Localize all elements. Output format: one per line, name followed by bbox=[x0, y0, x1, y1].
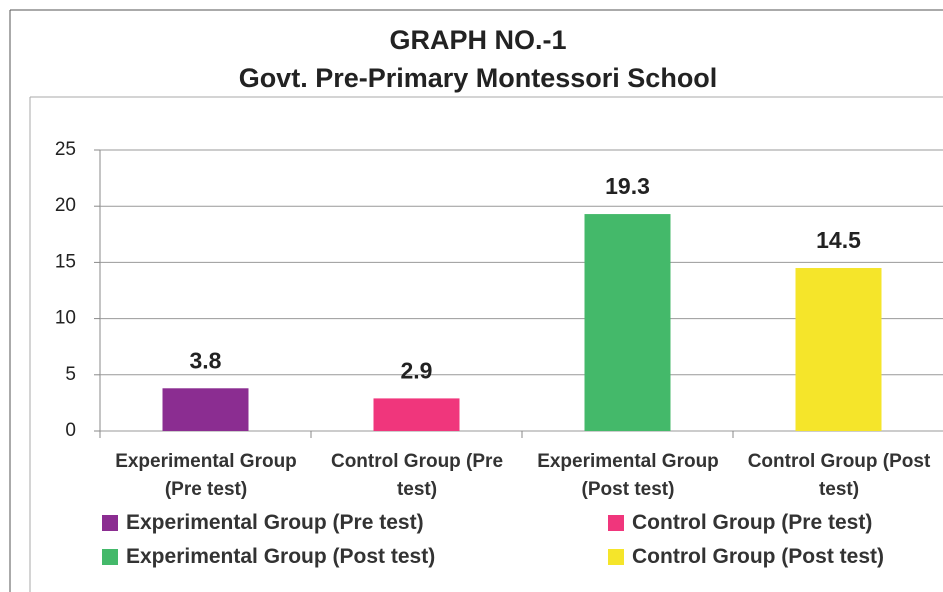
data-label: 19.3 bbox=[605, 173, 650, 199]
legend-label: Control Group (Post test) bbox=[632, 545, 884, 568]
legend-item: Experimental Group (Pre test) bbox=[102, 511, 582, 535]
legend-swatch bbox=[608, 549, 624, 565]
legend-label: Control Group (Pre test) bbox=[632, 511, 873, 534]
y-tick-label: 25 bbox=[55, 139, 76, 160]
y-tick-label: 5 bbox=[65, 364, 76, 385]
bar bbox=[795, 268, 882, 431]
legend-label: Experimental Group (Post test) bbox=[126, 545, 436, 568]
data-label: 3.8 bbox=[190, 347, 222, 373]
y-tick-label: 0 bbox=[65, 420, 76, 441]
bar bbox=[584, 214, 671, 431]
bar bbox=[373, 398, 460, 431]
x-tick-label: Control Group (Pre test) bbox=[330, 451, 504, 500]
legend-swatch bbox=[102, 515, 118, 531]
data-label: 2.9 bbox=[401, 357, 433, 383]
legend-item: Control Group (Pre test) bbox=[608, 511, 926, 535]
y-tick-label: 15 bbox=[55, 251, 76, 272]
bar bbox=[162, 388, 249, 431]
x-tick-label: Experimental Group (Pre test) bbox=[115, 451, 297, 500]
legend-label: Experimental Group (Pre test) bbox=[126, 511, 424, 534]
data-label: 14.5 bbox=[816, 227, 861, 253]
x-tick-label: Control Group (Post test) bbox=[747, 451, 931, 500]
legend-swatch bbox=[102, 549, 118, 565]
legend-item: Control Group (Post test) bbox=[608, 545, 926, 569]
legend-swatch bbox=[608, 515, 624, 531]
y-tick-label: 10 bbox=[55, 308, 76, 329]
legend-item: Experimental Group (Post test) bbox=[102, 545, 582, 569]
x-tick-label: Experimental Group (Post test) bbox=[537, 451, 719, 500]
chart-subtitle: Govt. Pre-Primary Montessori School bbox=[239, 63, 718, 93]
chart-title: GRAPH NO.-1 bbox=[389, 25, 566, 55]
y-tick-label: 20 bbox=[55, 195, 76, 216]
